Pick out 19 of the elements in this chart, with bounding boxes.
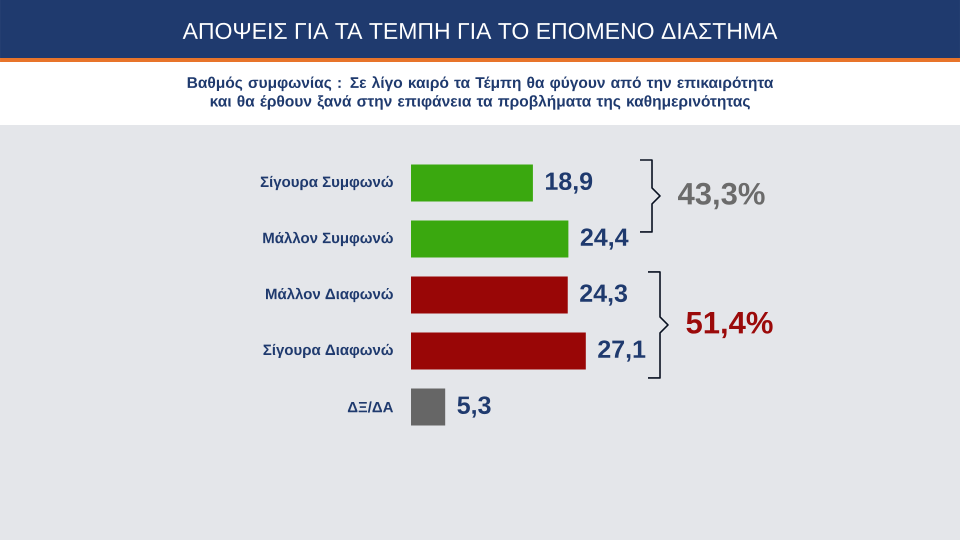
data-label: 27,1 <box>598 340 646 362</box>
bar <box>411 332 586 370</box>
bar <box>411 388 446 426</box>
bar <box>411 276 568 314</box>
data-label: 24,4 <box>580 228 628 250</box>
y-tick-label: ΔΞ/ΔΑ <box>348 401 394 413</box>
text: 43,3% <box>678 182 765 210</box>
bar <box>411 220 568 258</box>
chart-title: ΑΠΟΨΕΙΣ ΓΙΑ ΤΑ ΤΕΜΠΗ ΓΙΑ ΤΟ ΕΠΟΜΕΝΟ ΔΙΑΣΤΗΜΑ <box>182 22 778 40</box>
text: 51,4% <box>686 312 773 338</box>
bar <box>411 164 533 202</box>
y-tick-label: Σίγουρα Συμφωνώ <box>260 176 393 190</box>
y-tick-label: Μάλλον Διαφωνώ <box>266 288 393 302</box>
data-label: 18,9 <box>546 172 592 194</box>
y-tick-label: Σίγουρα Διαφωνώ <box>263 344 393 358</box>
chart-subtitle: Βαθμός συμφωνίας : Σε λίγο καιρό τα Τέμπη θα φύγουν από την επικαιρότητα και θα έρθουν ξανά στην επιφάνεια τα προβλήματα της καθημερινότητας <box>188 76 774 110</box>
y-tick-label: Μάλλον Συμφωνώ <box>263 232 393 246</box>
data-label: 5,3 <box>457 396 491 418</box>
data-label: 24,3 <box>580 284 628 306</box>
